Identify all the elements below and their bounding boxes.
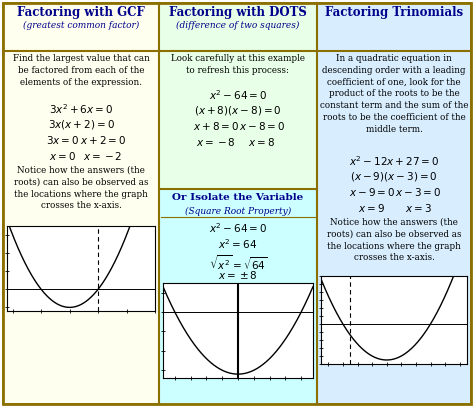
Text: $x = -2$: $x = -2$: [83, 150, 123, 162]
Text: Notice how the answers (the
roots) can also be observed as
the locations where t: Notice how the answers (the roots) can a…: [327, 218, 461, 263]
Text: $x^2 - 64 = 0$: $x^2 - 64 = 0$: [209, 88, 267, 102]
Text: $(x + 8)(x - 8) = 0$: $(x + 8)(x - 8) = 0$: [194, 104, 282, 117]
Text: $\sqrt{x^2} = \sqrt{64}$: $\sqrt{x^2} = \sqrt{64}$: [209, 253, 267, 272]
Bar: [159, 189, 317, 404]
Bar: [3, 3, 159, 404]
Bar: [159, 3, 317, 404]
Text: $x = 8$: $x = 8$: [248, 136, 275, 148]
Text: $3x(x + 2) = 0$: $3x(x + 2) = 0$: [47, 118, 114, 131]
Text: $(x - 9)(x - 3) = 0$: $(x - 9)(x - 3) = 0$: [350, 170, 438, 183]
Text: $x = \pm 8$: $x = \pm 8$: [218, 269, 258, 281]
Text: Look carefully at this example
to refresh this process:: Look carefully at this example to refres…: [171, 54, 305, 75]
Text: $x - 9 = 0$: $x - 9 = 0$: [349, 186, 395, 198]
Text: Factoring Trinomials: Factoring Trinomials: [325, 6, 463, 19]
Text: $x - 3 = 0$: $x - 3 = 0$: [395, 186, 441, 198]
Text: $x + 2 = 0$: $x + 2 = 0$: [80, 134, 126, 146]
Text: (difference of two squares): (difference of two squares): [176, 21, 300, 30]
Text: $x = 3$: $x = 3$: [405, 202, 431, 214]
Text: Factoring with GCF: Factoring with GCF: [17, 6, 145, 19]
Text: Find the largest value that can
be factored from each of the
elements of the exp: Find the largest value that can be facto…: [13, 54, 149, 87]
Text: (greatest common factor): (greatest common factor): [23, 21, 139, 30]
Text: (Square Root Property): (Square Root Property): [185, 207, 291, 216]
Text: Factoring with DOTS: Factoring with DOTS: [169, 6, 307, 19]
Text: $3x = 0$: $3x = 0$: [46, 134, 80, 146]
Text: In a quadratic equation in
descending order with a leading
coefficient of one, l: In a quadratic equation in descending or…: [320, 54, 468, 134]
Text: Or Isolate the Variable: Or Isolate the Variable: [173, 193, 304, 202]
Text: $x - 8 = 0$: $x - 8 = 0$: [239, 120, 285, 132]
Text: $x + 8 = 0$: $x + 8 = 0$: [193, 120, 239, 132]
Text: $x = 0$: $x = 0$: [49, 150, 76, 162]
Bar: [317, 3, 471, 404]
Text: $x^2 - 12x + 27 = 0$: $x^2 - 12x + 27 = 0$: [349, 154, 439, 168]
Text: $x = -8$: $x = -8$: [196, 136, 236, 148]
Text: Notice how the answers (the
roots) can also be observed as
the locations where t: Notice how the answers (the roots) can a…: [14, 166, 148, 210]
Text: $x^2 = 64$: $x^2 = 64$: [219, 237, 257, 251]
Text: $x = 9$: $x = 9$: [358, 202, 385, 214]
Text: $x^2 - 64 = 0$: $x^2 - 64 = 0$: [209, 221, 267, 235]
Text: $3x^2 + 6x = 0$: $3x^2 + 6x = 0$: [49, 102, 113, 116]
